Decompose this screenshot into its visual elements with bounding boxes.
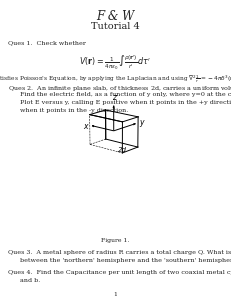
Text: Ques 3.  A metal sphere of radius R carries a total charge Q. What is the force : Ques 3. A metal sphere of radius R carri… [8, 250, 231, 255]
Text: when it points in the -y direction.: when it points in the -y direction. [20, 108, 128, 113]
Text: $V(\mathbf{r}) = \frac{1}{4\pi\varepsilon_0} \int \frac{\rho(\mathbf{r}^{\prime}: $V(\mathbf{r}) = \frac{1}{4\pi\varepsilo… [79, 53, 151, 72]
Text: Find the electric field, as a function of y only, where y=0 at the center.: Find the electric field, as a function o… [20, 92, 231, 97]
Text: F & W: F & W [96, 10, 134, 23]
Text: Ques 1.  Check whether: Ques 1. Check whether [8, 40, 86, 45]
Text: satisfies Poisson's Equation, by applying the Laplacian and using $\nabla^2 \fra: satisfies Poisson's Equation, by applyin… [0, 73, 231, 85]
Text: between the 'northern' hemisphere and the 'southern' hemisphere?: between the 'northern' hemisphere and th… [20, 258, 231, 263]
Text: and b.: and b. [20, 278, 40, 283]
Text: Ques 2.  An infinite plane slab, of thickness 2d, carries a uniform volume charg: Ques 2. An infinite plane slab, of thick… [8, 84, 231, 93]
Text: Ques 4.  Find the Capacitance per unit length of two coaxial metal cylindrical t: Ques 4. Find the Capacitance per unit le… [8, 270, 231, 275]
Text: Plot E versus y, calling E positive when it points in the +y direction and negat: Plot E versus y, calling E positive when… [20, 100, 231, 105]
Text: Figure 1.: Figure 1. [101, 238, 129, 243]
Text: 1: 1 [113, 292, 117, 297]
Text: Tutorial 4: Tutorial 4 [91, 22, 139, 31]
